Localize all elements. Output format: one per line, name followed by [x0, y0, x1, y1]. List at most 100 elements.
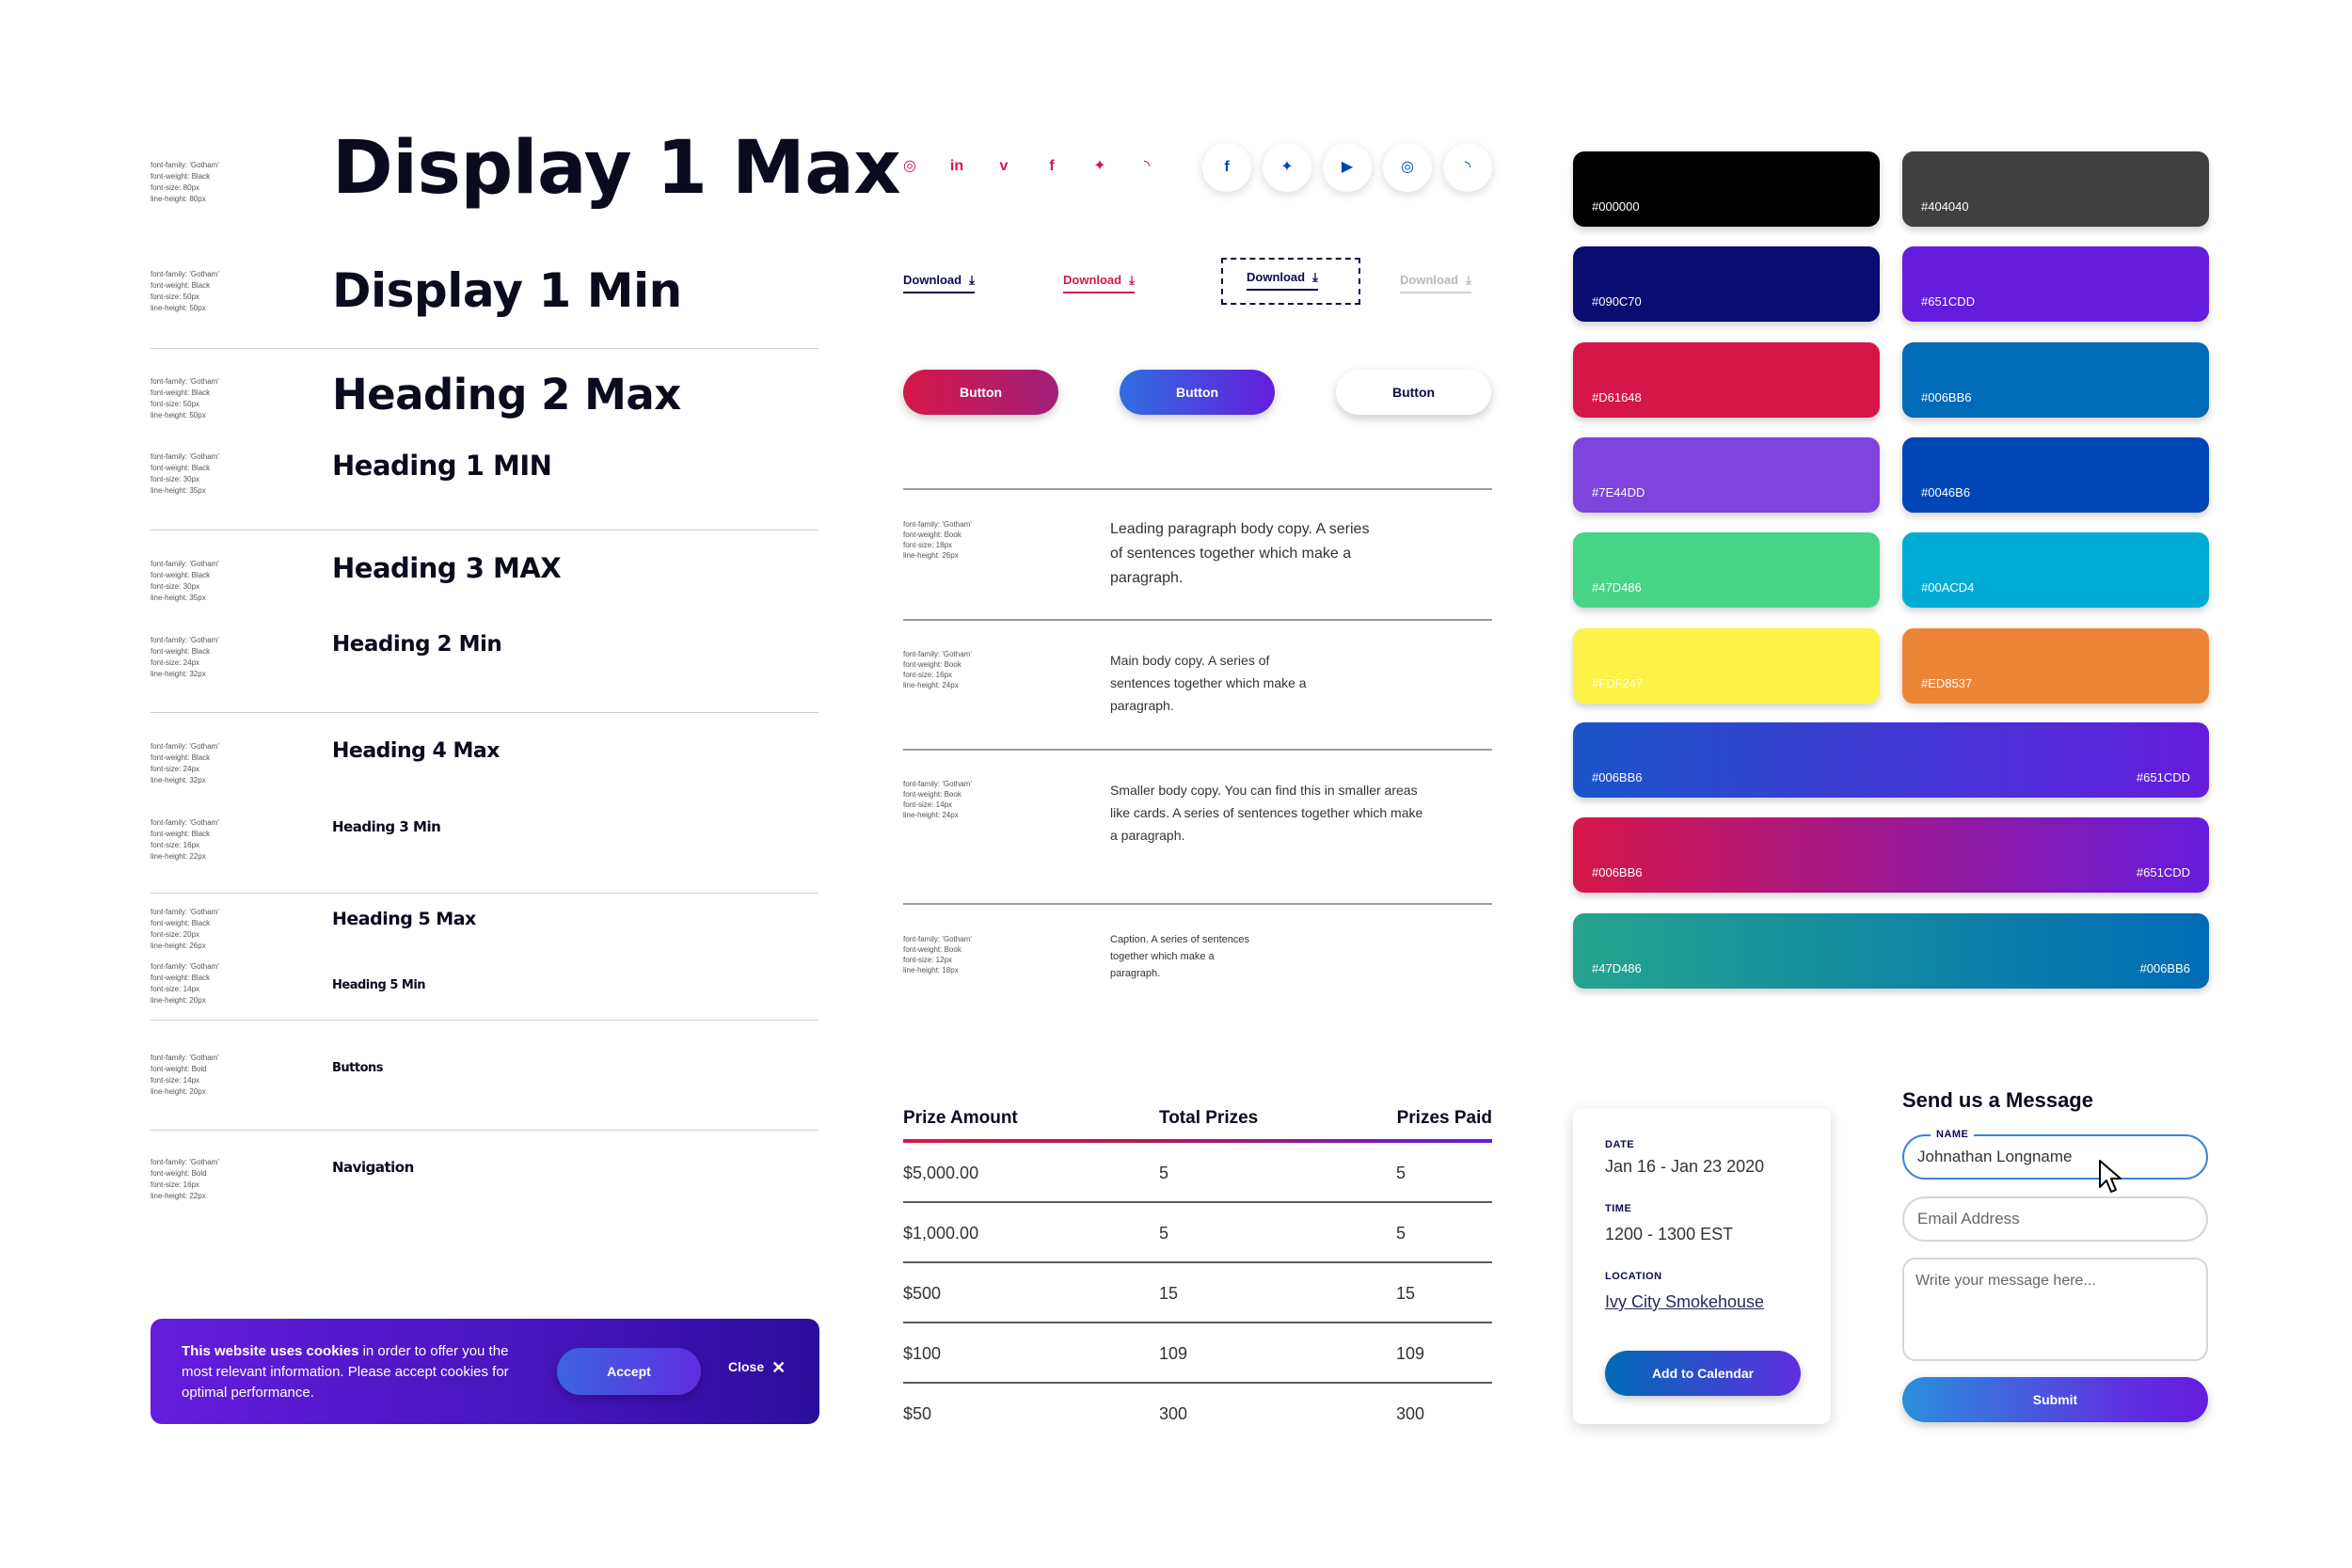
table-cell: 5 — [1159, 1224, 1169, 1243]
type-spec-line: line-height: 35px — [151, 594, 206, 602]
rss-icon[interactable]: ◝ — [1443, 143, 1492, 192]
type-spec-line: line-height: 35px — [151, 486, 206, 495]
gradient-swatch: #006BB6 #651CDD — [1573, 722, 2209, 798]
mouse-cursor-icon — [2099, 1160, 2122, 1193]
close-cookies-button[interactable]: Close ✕ — [728, 1358, 786, 1378]
download-link-red[interactable]: Download ⤓ — [1063, 273, 1135, 293]
color-swatch: #404040 — [1902, 151, 2209, 227]
name-input[interactable] — [1902, 1134, 2208, 1180]
section-divider — [151, 530, 818, 531]
message-textarea[interactable] — [1902, 1258, 2208, 1361]
email-input[interactable] — [1902, 1196, 2208, 1242]
location-label: LOCATION — [1605, 1271, 1662, 1282]
download-link-navy[interactable]: Download ⤓ — [903, 273, 975, 293]
color-swatch: #090C70 — [1573, 246, 1880, 323]
color-swatch: #7E44DD — [1573, 436, 1880, 513]
type-spec-heading-1-min: font-family: 'Gotham' font-weight: Black f… — [151, 451, 301, 497]
type-sample-heading-2-min: Heading 2 Min — [332, 632, 502, 657]
type-spec-line: font-weight: Black — [151, 919, 211, 927]
section-divider — [903, 903, 1492, 905]
download-link-disabled[interactable]: Download ⤓ — [1400, 273, 1471, 293]
type-spec-line: line-height: 20px — [151, 1087, 206, 1096]
download-label: Download — [1247, 270, 1306, 284]
type-spec-line: font-family: 'Gotham' — [151, 1053, 219, 1062]
location-link[interactable]: Ivy City Smokehouse — [1605, 1292, 1765, 1311]
type-spec-line: font-family: 'Gotham' — [903, 780, 972, 788]
table-cell: $5,000.00 — [903, 1164, 979, 1182]
table-row: $5,000.00 5 5 — [903, 1143, 1492, 1203]
instagram-icon[interactable]: ◎ — [903, 158, 916, 174]
type-spec-line: font-family: 'Gotham' — [151, 270, 219, 278]
primary-red-button[interactable]: Button — [903, 370, 1058, 415]
type-spec-heading-2-min: font-family: 'Gotham' font-weight: Black f… — [151, 635, 301, 680]
color-swatch: #47D486 — [1573, 532, 1880, 609]
youtube-icon[interactable]: ▶ — [1323, 143, 1372, 192]
type-spec-line: line-height: 50px — [151, 304, 206, 312]
body-spec: font-family: 'Gotham' font-weight: Book fo… — [903, 779, 1073, 820]
swatch-hex-label-left: #006BB6 — [1592, 865, 1643, 880]
swatch-hex-label: #7E44DD — [1592, 484, 1645, 499]
color-swatch: #ED8537 — [1902, 627, 2209, 704]
download-label: Download — [1063, 273, 1122, 287]
twitter-icon[interactable]: ✦ — [1263, 143, 1311, 192]
accept-cookies-button[interactable]: Accept — [557, 1348, 701, 1395]
table-cell: 15 — [1396, 1284, 1416, 1303]
linkedin-icon[interactable]: in — [949, 158, 964, 174]
body-spec: font-family: 'Gotham' font-weight: Book fo… — [903, 934, 1073, 975]
type-spec-line: line-height: 26px — [151, 942, 206, 950]
type-spec-line: font-size: 16px — [151, 841, 200, 849]
table-cell: 300 — [1396, 1404, 1425, 1423]
table-row: $500 15 15 — [903, 1263, 1492, 1323]
body-copy-sample: Leading paragraph body copy. A series of… — [1110, 521, 1370, 586]
type-spec-line: font-weight: Black — [151, 281, 211, 290]
type-spec-heading-3-max: font-family: 'Gotham' font-weight: Black f… — [151, 559, 301, 604]
type-spec-line: font-weight: Black — [151, 974, 211, 982]
type-spec-line: line-height: 32px — [151, 776, 206, 784]
gradient-swatch: #006BB6 #651CDD — [1573, 817, 2209, 894]
instagram-icon[interactable]: ◎ — [1383, 143, 1432, 192]
body-copy-sample: Main body copy. A series of sentences to… — [1110, 653, 1307, 713]
type-spec-line: font-weight: Black — [151, 647, 211, 656]
swatch-hex-label: #47D486 — [1592, 580, 1642, 595]
section-divider — [151, 1130, 818, 1131]
section-divider — [903, 749, 1492, 751]
swatch-hex-label: #000000 — [1592, 199, 1640, 214]
type-spec-line: font-weight: Book — [903, 945, 961, 954]
type-sample-heading-3-max: Heading 3 MAX — [332, 552, 562, 584]
add-to-calendar-button[interactable]: Add to Calendar — [1605, 1351, 1801, 1396]
type-spec-line: font-size: 50px — [151, 400, 200, 408]
download-icon: ⤓ — [969, 273, 975, 287]
section-divider — [151, 348, 818, 349]
type-sample-buttons: Buttons — [332, 1061, 384, 1075]
table-cell: 5 — [1396, 1164, 1406, 1182]
type-spec-line: font-family: 'Gotham' — [903, 935, 972, 943]
body-spec: font-family: 'Gotham' font-weight: Book fo… — [903, 519, 1073, 561]
swatch-hex-label-left: #47D486 — [1592, 960, 1642, 975]
close-icon: ✕ — [771, 1358, 787, 1377]
cookie-message: This website uses cookies in order to of… — [182, 1341, 520, 1403]
type-spec-line: font-size: 16px — [151, 1180, 200, 1189]
twitter-icon[interactable]: ✦ — [1093, 158, 1106, 174]
facebook-icon[interactable]: f — [1049, 158, 1055, 174]
type-spec-line: font-family: 'Gotham' — [151, 636, 219, 644]
table-row: $1,000.00 5 5 — [903, 1203, 1492, 1263]
time-value: 1200 - 1300 EST — [1605, 1225, 1734, 1243]
rss-icon[interactable]: ◝ — [1143, 158, 1151, 174]
swatch-hex-label-right: #651CDD — [2136, 865, 2190, 880]
primary-blue-button[interactable]: Button — [1120, 370, 1275, 415]
secondary-white-button[interactable]: Button — [1336, 370, 1491, 415]
swatch-hex-label: #D61648 — [1592, 389, 1642, 404]
type-spec-line: font-size: 50px — [151, 293, 200, 301]
submit-button[interactable]: Submit — [1902, 1377, 2208, 1422]
type-spec-line: font-weight: Black — [151, 172, 211, 181]
type-spec-line: font-family: 'Gotham' — [151, 818, 219, 827]
vimeo-icon[interactable]: v — [999, 158, 1009, 174]
facebook-icon[interactable]: f — [1202, 143, 1251, 192]
table-cell: 109 — [1159, 1344, 1188, 1363]
cookie-message-bold: This website uses cookies — [182, 1343, 359, 1359]
close-label: Close — [728, 1359, 765, 1374]
table-cell: 5 — [1396, 1224, 1406, 1243]
download-link-focused[interactable]: Download ⤓ — [1247, 270, 1318, 291]
download-icon: ⤓ — [1466, 273, 1471, 287]
type-spec-navigation: font-family: 'Gotham' font-weight: Bold fo… — [151, 1157, 301, 1202]
